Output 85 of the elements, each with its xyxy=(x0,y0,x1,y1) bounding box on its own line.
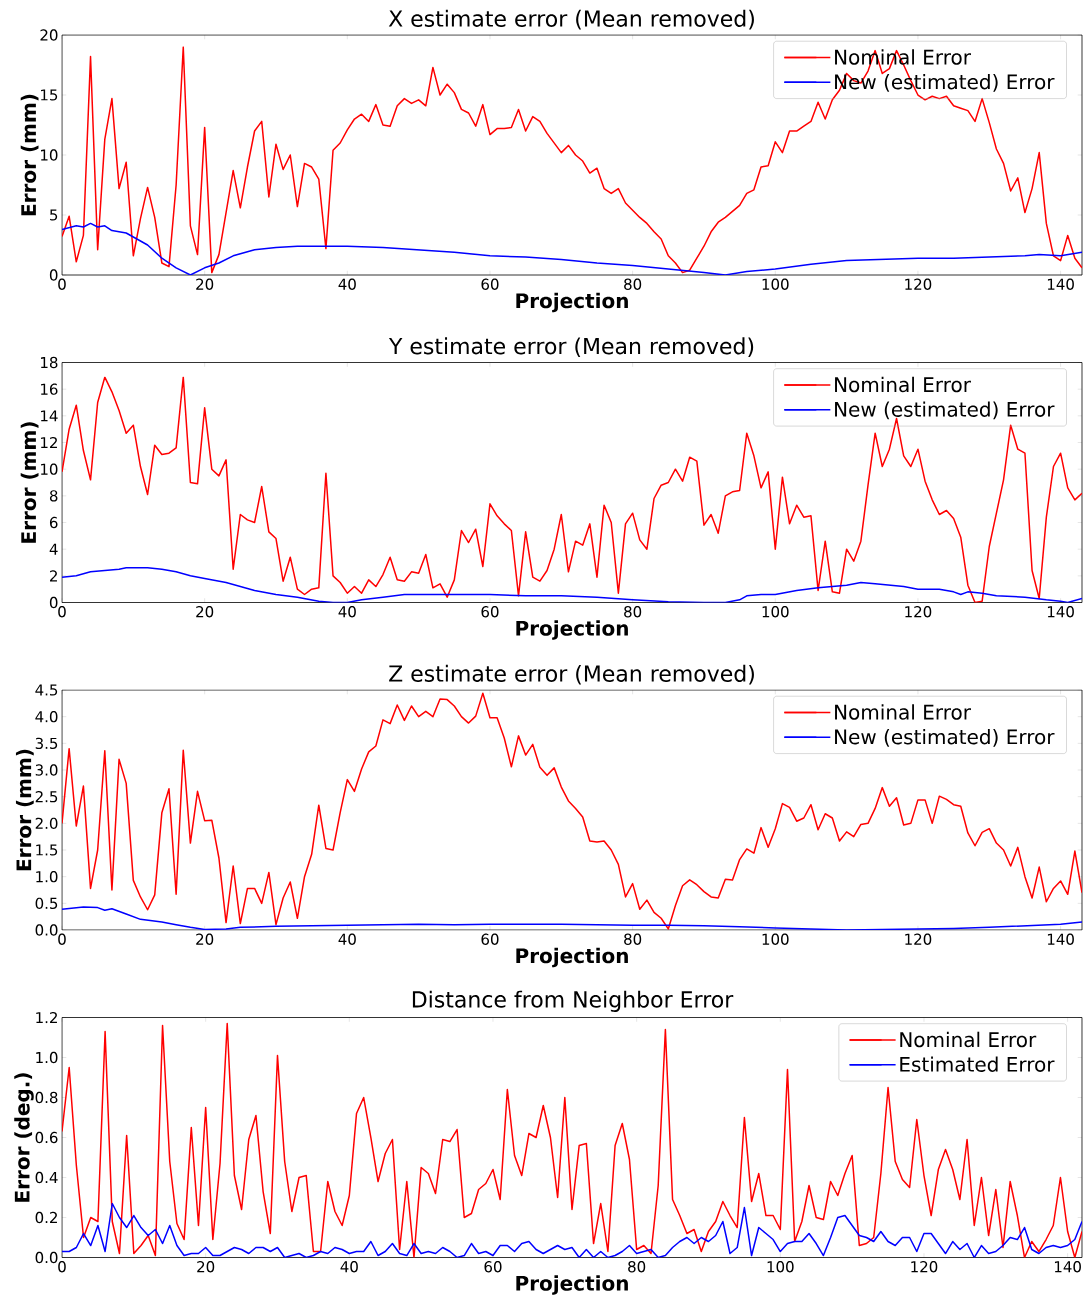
x-tick-label: 40 xyxy=(340,1261,358,1273)
chart-title: Distance from Neighbor Error xyxy=(412,990,734,1012)
y-tick-label: 15 xyxy=(41,89,58,101)
x-axis-title: Projection xyxy=(516,1275,628,1295)
x-tick-label: 60 xyxy=(481,606,499,618)
x-tick-label: 40 xyxy=(338,933,356,945)
y-tick-label: 3.5 xyxy=(35,737,58,750)
x-tick-label: 120 xyxy=(905,606,932,618)
y-tick-label: 2.0 xyxy=(35,817,58,830)
legend-label: Estimated Error xyxy=(900,1056,1055,1072)
y-tick-label: 4 xyxy=(49,543,58,555)
y-tick-label: 6 xyxy=(49,516,58,529)
y-tick-label: 0.4 xyxy=(35,1171,58,1184)
x-tick-label: 120 xyxy=(905,278,932,290)
x-tick-label: 20 xyxy=(197,1261,215,1273)
y-tick-label: 3.0 xyxy=(35,764,58,776)
x-tick-label: 60 xyxy=(481,278,499,290)
legend-label: Nominal Error xyxy=(835,376,971,393)
x-tick-label: 40 xyxy=(338,278,356,290)
y-tick-label: 0.6 xyxy=(35,1131,58,1144)
y-tick-label: 0 xyxy=(49,596,58,609)
legend-label: Nominal Error xyxy=(835,704,971,720)
x-tick-label: 0 xyxy=(58,606,66,618)
x-tick-label: 120 xyxy=(905,933,932,945)
x-tick-label: 60 xyxy=(484,1261,502,1273)
x-axis-title: Projection xyxy=(516,947,628,968)
y-tick-label: 1.5 xyxy=(36,844,58,856)
y-axis-title: Error (mm) xyxy=(20,94,39,216)
line-series xyxy=(62,692,1082,930)
x-tick-label: 140 xyxy=(1054,1261,1081,1273)
y-tick-label: 0.0 xyxy=(35,924,58,936)
x-tick-label: 0 xyxy=(58,1261,66,1273)
x-tick-label: 40 xyxy=(338,606,356,618)
y-tick-label: 10 xyxy=(41,463,58,475)
x-tick-label: 100 xyxy=(762,933,789,945)
y-tick-label: 5 xyxy=(50,209,58,221)
y-tick-label: 2.5 xyxy=(35,791,58,803)
chart-title: Y estimate error (Mean removed) xyxy=(388,337,754,357)
x-tick-label: 120 xyxy=(911,1261,938,1273)
y-tick-label: 18 xyxy=(41,356,58,369)
x-tick-label: 140 xyxy=(1047,933,1074,945)
y-tick-label: 10 xyxy=(41,149,58,161)
chart-title: Z estimate error (Mean removed) xyxy=(389,664,754,685)
y-tick-label: 8 xyxy=(49,490,58,502)
x-tick-label: 60 xyxy=(481,933,499,945)
y-axis-title: Error (mm) xyxy=(20,422,39,543)
y-tick-label: 4.0 xyxy=(35,711,58,723)
x-tick-label: 80 xyxy=(624,933,642,945)
x-tick-label: 20 xyxy=(196,606,214,618)
x-tick-label: 80 xyxy=(628,1261,646,1273)
y-axis-title: Error (deg.) xyxy=(14,1073,34,1202)
line-series xyxy=(62,1022,1082,1258)
x-tick-label: 100 xyxy=(767,1261,794,1273)
x-tick-label: 80 xyxy=(624,278,642,290)
y-tick-label: 12 xyxy=(41,436,57,449)
y-tick-label: 0.2 xyxy=(35,1211,57,1224)
x-tick-label: 20 xyxy=(196,278,214,290)
y-tick-label: 0 xyxy=(49,269,58,281)
x-tick-label: 80 xyxy=(624,606,642,618)
y-tick-label: 0.8 xyxy=(35,1091,58,1104)
y-tick-label: 4.5 xyxy=(35,684,58,696)
x-tick-label: 0 xyxy=(58,278,66,290)
legend-label: Nominal Error xyxy=(900,1031,1037,1048)
x-tick-label: 140 xyxy=(1047,278,1074,290)
x-tick-label: 0 xyxy=(58,933,66,945)
x-tick-label: 100 xyxy=(762,606,789,618)
y-tick-label: 0.0 xyxy=(35,1251,58,1264)
x-axis-title: Projection xyxy=(516,292,628,313)
y-tick-label: 1.2 xyxy=(36,1011,57,1024)
legend-label: New (estimated) Error xyxy=(835,728,1055,747)
x-axis-title: Projection xyxy=(516,620,628,640)
x-tick-label: 140 xyxy=(1047,606,1074,618)
y-tick-label: 1.0 xyxy=(36,871,58,883)
y-tick-label: 2 xyxy=(50,570,57,582)
y-tick-label: 20 xyxy=(40,29,58,41)
x-tick-label: 20 xyxy=(196,933,214,945)
line-series xyxy=(62,376,1082,603)
y-tick-label: 16 xyxy=(41,383,58,395)
legend-label: New (estimated) Error xyxy=(835,401,1055,420)
y-tick-label: 14 xyxy=(41,410,58,422)
y-axis-title: Error (mm) xyxy=(15,749,34,871)
x-tick-label: 100 xyxy=(762,278,789,290)
chart-title: X estimate error (Mean removed) xyxy=(388,9,754,30)
y-tick-label: 0.5 xyxy=(35,897,58,910)
y-tick-label: 1.0 xyxy=(36,1051,58,1064)
